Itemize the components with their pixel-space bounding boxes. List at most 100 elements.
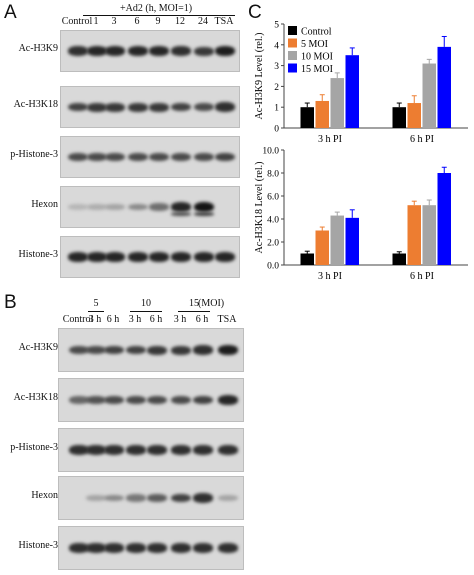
bar bbox=[330, 215, 344, 265]
y-tick-label: 4.0 bbox=[267, 216, 279, 226]
band bbox=[171, 212, 191, 216]
panel-label-b: B bbox=[4, 292, 17, 313]
legend-label: 5 MOI bbox=[301, 39, 328, 50]
lane-label: 3 bbox=[111, 16, 117, 27]
panel-a-header: +Ad2 (h, MOI=1) bbox=[120, 3, 193, 14]
band bbox=[149, 152, 169, 162]
band bbox=[215, 46, 235, 56]
lane-label: 3 h bbox=[173, 314, 187, 325]
x-tick-label: 6 h PI bbox=[410, 271, 434, 282]
band bbox=[86, 395, 106, 405]
band bbox=[69, 445, 89, 455]
legend-swatch bbox=[288, 38, 297, 48]
band bbox=[86, 495, 106, 501]
lane-label: 24 bbox=[198, 16, 208, 27]
bar bbox=[437, 173, 451, 265]
band bbox=[69, 345, 89, 355]
blot-strip bbox=[58, 328, 244, 372]
bar bbox=[392, 107, 406, 128]
band bbox=[171, 46, 191, 56]
lane-label: 6 h bbox=[195, 314, 209, 325]
y-tick-label: 4 bbox=[274, 41, 279, 51]
y-tick-label: 6.0 bbox=[267, 193, 279, 203]
band bbox=[218, 445, 238, 455]
legend-swatch bbox=[288, 26, 297, 35]
band bbox=[68, 102, 88, 112]
band bbox=[105, 152, 125, 162]
blot-strip bbox=[58, 476, 244, 520]
x-tick-label: 6 h PI bbox=[410, 134, 434, 145]
legend-label: Control bbox=[301, 27, 332, 38]
group-underline bbox=[88, 311, 104, 312]
band bbox=[147, 445, 167, 455]
band bbox=[87, 102, 107, 112]
group-underline bbox=[178, 311, 210, 312]
band bbox=[86, 345, 106, 355]
blot-strip bbox=[58, 526, 244, 570]
band bbox=[87, 204, 107, 210]
group-label: 10 bbox=[141, 298, 151, 309]
band bbox=[86, 543, 106, 553]
bar bbox=[392, 253, 406, 265]
row-label: Ac-H3K9 bbox=[18, 342, 58, 353]
group-label: (MOI) bbox=[198, 298, 225, 309]
band bbox=[69, 396, 89, 404]
bar bbox=[315, 230, 329, 265]
panel-label-a: A bbox=[4, 2, 17, 23]
y-tick-label: 10.0 bbox=[262, 147, 279, 157]
bar bbox=[300, 253, 314, 265]
blot-strip bbox=[58, 428, 244, 472]
band bbox=[149, 102, 169, 112]
y-tick-label: 1 bbox=[274, 104, 279, 114]
lane-label: 12 bbox=[175, 16, 185, 27]
bar bbox=[330, 78, 344, 128]
lane-label: 6 h bbox=[149, 314, 163, 325]
panel-c-charts: 0 1 2 3 4 5 Ac-H3K9 Level (rel.) 3 h PI 6 h PI Co… bbox=[254, 21, 468, 282]
bar bbox=[407, 103, 421, 128]
band bbox=[147, 543, 167, 553]
band bbox=[105, 46, 125, 56]
band bbox=[128, 152, 148, 162]
band bbox=[171, 445, 191, 455]
legend-label: 15 MOI bbox=[301, 64, 333, 75]
band bbox=[105, 204, 125, 210]
bar bbox=[422, 63, 436, 128]
band bbox=[193, 345, 213, 355]
band bbox=[128, 203, 148, 211]
row-label: Ac-H3K9 bbox=[18, 43, 58, 54]
legend-swatch bbox=[288, 51, 297, 60]
x-tick-label: 3 h PI bbox=[318, 271, 342, 282]
band bbox=[128, 46, 148, 56]
band bbox=[171, 493, 191, 503]
band bbox=[126, 345, 146, 355]
bar bbox=[437, 46, 451, 128]
band bbox=[68, 252, 88, 262]
band bbox=[149, 46, 169, 56]
x-tick-label: 3 h PI bbox=[318, 134, 342, 145]
band bbox=[69, 543, 89, 553]
band bbox=[104, 445, 124, 455]
y-tick-label: 5 bbox=[274, 21, 279, 31]
bar bbox=[315, 100, 329, 128]
lane-label: 1 bbox=[93, 16, 99, 27]
group-label: 15 bbox=[189, 298, 199, 309]
bar bbox=[422, 205, 436, 265]
lane-label: 6 h bbox=[106, 314, 120, 325]
row-label: Histone-3 bbox=[18, 540, 58, 551]
band bbox=[147, 395, 167, 405]
row-label: Histone-3 bbox=[18, 249, 58, 260]
band bbox=[126, 395, 146, 405]
bar bbox=[345, 55, 359, 129]
band bbox=[171, 102, 191, 112]
band bbox=[104, 543, 124, 553]
band bbox=[147, 345, 167, 355]
band bbox=[105, 252, 125, 262]
band bbox=[86, 445, 106, 455]
band bbox=[193, 445, 213, 455]
band bbox=[193, 543, 213, 553]
lane-label: 3 h bbox=[88, 314, 102, 325]
blot-strip bbox=[60, 186, 240, 228]
band bbox=[215, 152, 235, 162]
panel-label-c: C bbox=[248, 2, 262, 23]
band bbox=[171, 152, 191, 162]
